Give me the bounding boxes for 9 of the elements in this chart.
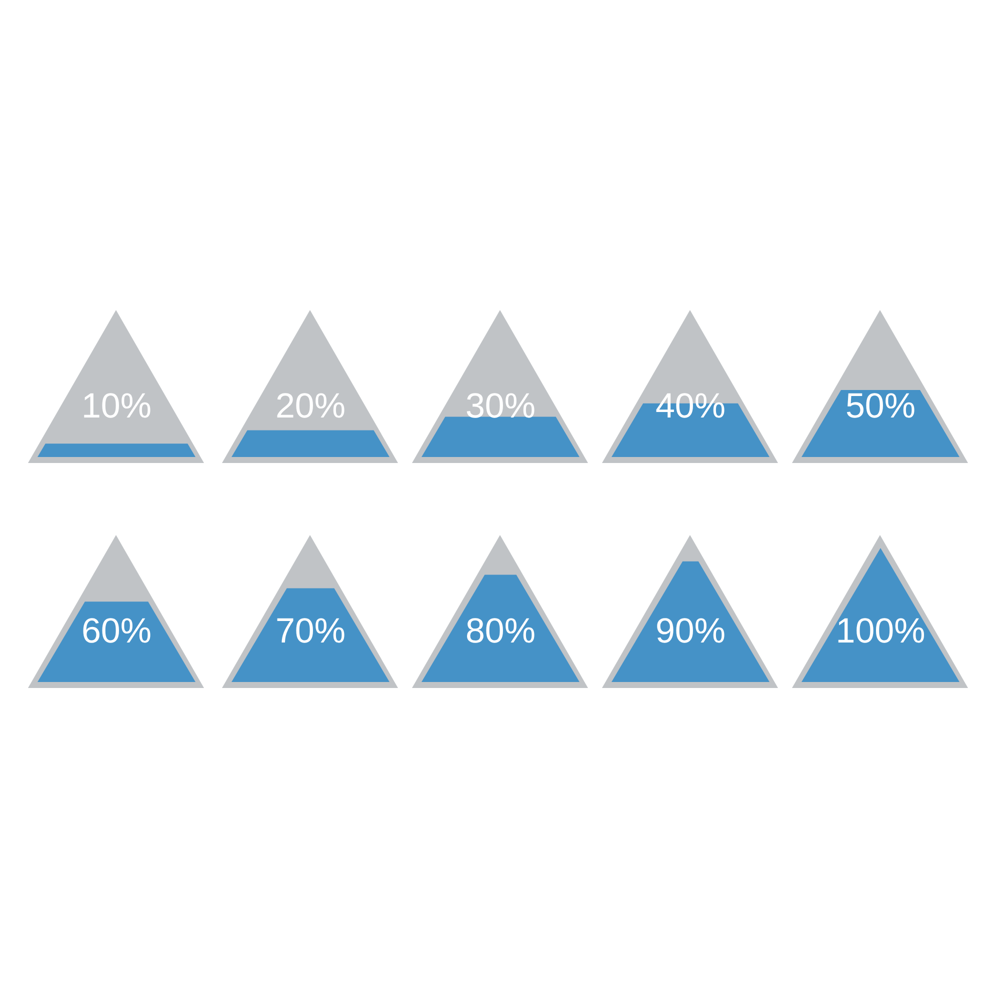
data-label: 100% <box>835 612 925 651</box>
data-label: 60% <box>80 612 152 651</box>
data-label: 50% <box>844 386 916 426</box>
data-label: 30% <box>464 386 536 426</box>
data-label: 70% <box>274 612 346 651</box>
data-label: 80% <box>464 612 536 651</box>
data-label: 10% <box>80 386 152 426</box>
data-label: 20% <box>274 386 346 426</box>
data-label: 90% <box>654 612 726 651</box>
